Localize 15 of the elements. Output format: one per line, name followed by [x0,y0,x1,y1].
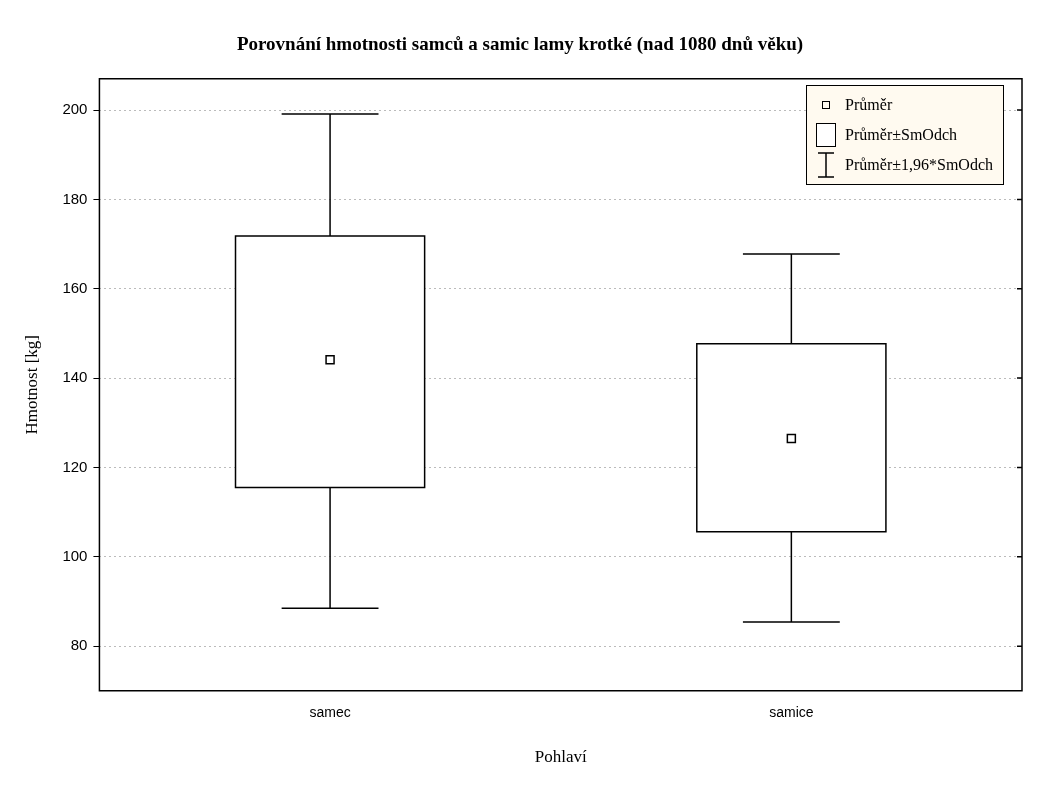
y-tick-label: 80 [70,636,88,654]
x-axis-title: Pohlaví [534,747,587,767]
x-tick-label: samice [769,704,814,721]
y-tick-label: 140 [62,368,88,386]
y-axis-title: Hmotnost [kg] [21,334,41,435]
y-tick-label: 100 [62,546,88,564]
y-tick-label: 200 [62,100,88,118]
annotation: Průměr [845,95,893,114]
annotation: Průměr±SmOdch [845,125,957,144]
y-tick-label: 120 [62,457,88,475]
y-tick-label: 180 [62,189,88,207]
annotation: Průměr±1,96*SmOdch [845,155,993,174]
chart-title: Porovnání hmotnosti samců a samic lamy krotké (nad 1080 dnů věku) [236,33,804,56]
x-tick-label: samec [309,704,351,721]
y-tick-label: 160 [62,278,88,296]
